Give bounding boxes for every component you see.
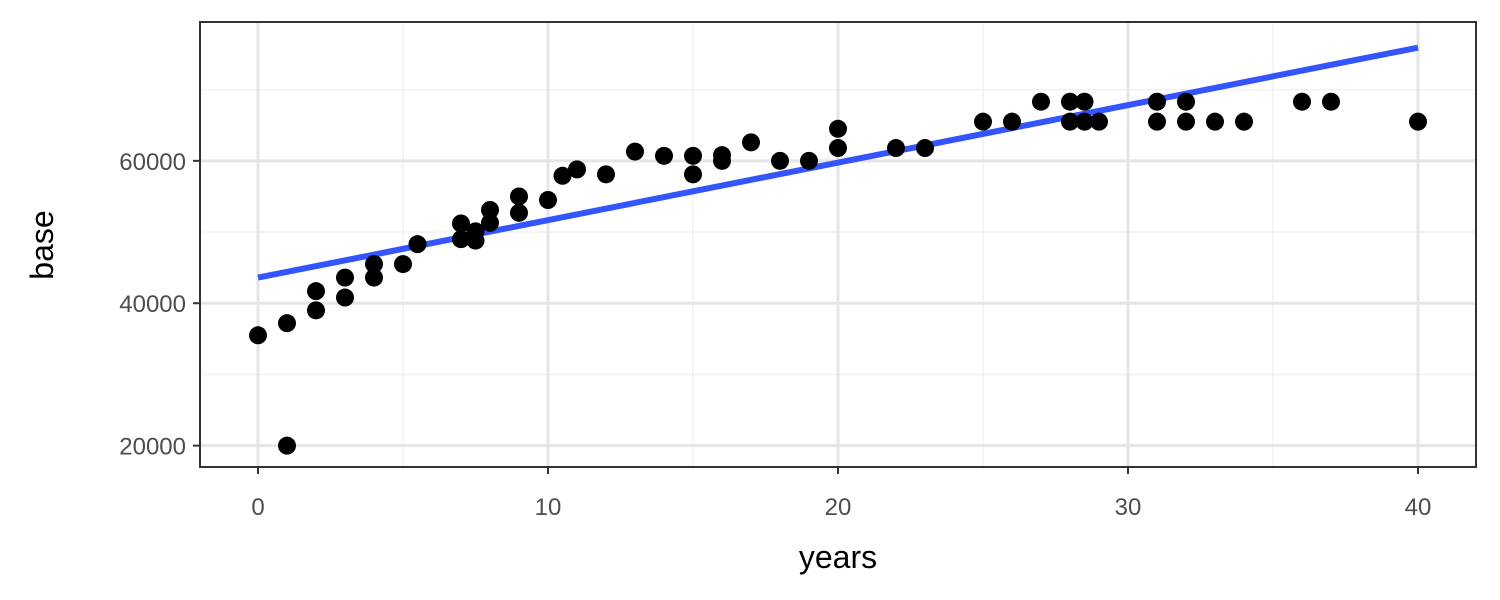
x-tick-label: 10 [535,494,562,521]
data-point [452,230,470,249]
data-point [684,165,702,184]
data-point [1032,92,1050,111]
data-point [974,112,992,131]
data-point [1003,112,1021,131]
data-point [1177,112,1195,131]
data-point [887,139,905,158]
tick-labels: 0 10 20 30 40 20000 40000 60000 [119,149,1431,521]
data-point [684,146,702,165]
trend-line-layer [257,44,1419,281]
y-tick-label: 40000 [119,291,186,318]
data-point [1075,112,1094,131]
data-point [481,213,499,232]
x-axis-title: years [799,539,877,575]
data-point [1322,92,1340,111]
data-point [466,231,485,250]
x-tick-label: 0 [251,494,264,521]
data-point [1148,112,1166,131]
data-point [1206,112,1224,131]
data-point [829,119,847,138]
x-tick-label: 30 [1115,494,1142,521]
data-point [1293,92,1311,111]
data-point [771,151,789,170]
data-point [1235,112,1253,131]
data-point [568,160,586,179]
data-point [829,139,847,158]
data-point [1177,92,1195,111]
data-point [394,255,412,274]
data-point [1148,92,1166,111]
data-point [249,326,267,345]
data-point [336,288,354,307]
data-point [1090,112,1108,131]
data-point [539,191,557,209]
data-point [800,151,818,170]
data-point [278,314,296,333]
data-point [510,187,528,206]
data-point [365,255,383,274]
data-point [655,146,673,165]
data-points [249,92,1427,455]
data-point [916,139,934,158]
y-tick-label: 60000 [119,149,186,176]
data-point [307,301,325,320]
data-point [597,165,615,184]
y-axis-title: base [24,210,60,279]
data-point [336,268,354,287]
data-point [481,200,499,219]
data-point [408,235,427,254]
data-point [1075,92,1094,111]
data-point [1061,92,1079,111]
data-point [278,436,296,455]
major-grid [200,22,1476,467]
data-point [307,282,325,301]
data-point [1061,112,1079,131]
data-point [742,133,760,152]
x-tick-label: 40 [1405,494,1432,521]
data-point [452,214,470,233]
data-point [713,151,731,170]
data-point [1409,112,1427,131]
data-point [365,268,383,287]
data-point [626,142,644,161]
data-point [553,166,572,185]
data-point [510,203,528,222]
trend-line [257,44,1419,281]
y-tick-label: 20000 [119,434,186,461]
axis-ticks [193,159,1419,474]
x-tick-label: 20 [825,494,852,521]
